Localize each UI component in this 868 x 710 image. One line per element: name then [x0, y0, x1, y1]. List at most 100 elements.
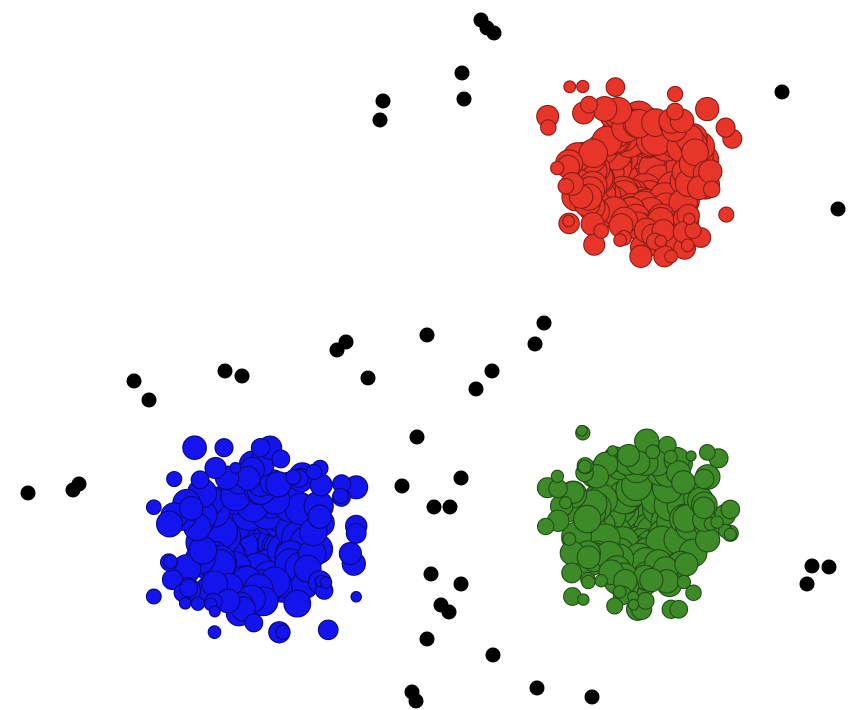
cluster-point: [536, 517, 555, 536]
cluster-point: [663, 449, 678, 464]
cluster-point: [654, 234, 668, 248]
cluster-point: [580, 95, 598, 114]
cluster-point: [250, 437, 271, 458]
outlier-point: [419, 631, 435, 647]
cluster-point: [550, 469, 565, 483]
cluster-point: [166, 470, 183, 488]
outlier-point: [536, 315, 552, 331]
cluster-point: [723, 527, 737, 541]
cluster-point: [576, 424, 588, 437]
outlier-point: [527, 336, 543, 352]
cluster-point: [350, 591, 362, 603]
cluster-point: [669, 599, 689, 619]
cluster-point: [593, 223, 610, 239]
cluster-2: [145, 435, 369, 644]
cluster-point: [576, 545, 601, 570]
cluster-point: [692, 496, 716, 520]
outlier-point: [529, 680, 545, 696]
outlier-point: [20, 485, 36, 501]
outlier-point: [456, 91, 472, 107]
cluster-point: [182, 435, 207, 461]
cluster-point: [155, 510, 184, 538]
cluster-point: [558, 496, 573, 510]
outlier-point: [584, 689, 600, 705]
cluster-point: [682, 212, 696, 226]
outlier-point: [426, 499, 442, 515]
cluster-point: [594, 574, 608, 588]
cluster-point: [562, 214, 575, 228]
outlier-point: [821, 559, 837, 575]
cluster-point: [190, 596, 206, 611]
outlier-point: [408, 693, 424, 709]
cluster-point: [563, 80, 577, 94]
outlier-point: [804, 558, 820, 574]
cluster-point: [629, 244, 653, 268]
cluster-point: [561, 562, 583, 584]
cluster-point: [605, 77, 626, 97]
cluster-0: [536, 77, 743, 268]
cluster-point: [305, 463, 323, 481]
cluster-point: [285, 469, 302, 486]
outlier-point: [394, 478, 410, 494]
cluster-point: [145, 499, 162, 516]
cluster-point: [581, 574, 596, 590]
cluster-point: [244, 613, 264, 633]
cluster-point: [190, 470, 210, 490]
outlier-point: [360, 370, 376, 386]
cluster-point: [606, 597, 624, 615]
cluster-point: [338, 541, 363, 566]
outlier-point: [423, 566, 439, 582]
outlier-point: [468, 381, 484, 397]
cluster-point: [332, 487, 349, 505]
cluster-point: [345, 522, 367, 544]
outlier-point: [419, 327, 435, 343]
outlier-point: [442, 499, 458, 515]
outlier-point: [71, 476, 87, 492]
cluster-point: [179, 578, 199, 598]
cluster-point: [163, 554, 178, 570]
cluster-point: [666, 102, 684, 121]
outlier-point: [375, 93, 391, 109]
cluster-point: [636, 591, 655, 610]
cluster-point: [606, 445, 619, 457]
cluster-point: [578, 138, 609, 169]
outlier-point: [234, 368, 250, 384]
cluster-point: [676, 574, 692, 590]
cluster-point: [576, 79, 590, 94]
cluster-point: [577, 593, 590, 606]
cluster-point: [613, 233, 627, 247]
cluster-point: [710, 515, 724, 529]
cluster-point: [698, 159, 723, 184]
cluster-point: [698, 444, 716, 461]
cluster-point: [666, 85, 684, 103]
cluster-point: [540, 119, 557, 136]
cluster-point: [715, 117, 736, 138]
cluster-point: [674, 552, 699, 577]
cluster-point: [550, 160, 565, 176]
outlier-point: [485, 647, 501, 663]
cluster-point: [685, 584, 702, 602]
cluster-point: [317, 619, 339, 641]
cluster-point: [178, 596, 192, 610]
cluster-layer: [145, 77, 743, 644]
cluster-point: [693, 468, 715, 490]
outlier-point: [799, 576, 815, 592]
cluster-point: [307, 504, 333, 530]
cluster-point: [214, 438, 234, 458]
outlier-point: [217, 363, 233, 379]
cluster-1: [536, 424, 741, 621]
outlier-point: [409, 429, 425, 445]
outlier-point: [453, 576, 469, 592]
outlier-point: [484, 363, 500, 379]
cluster-point: [639, 567, 664, 593]
outlier-point: [830, 201, 846, 217]
outlier-point: [329, 342, 345, 358]
cluster-point: [680, 238, 695, 253]
cluster-point: [577, 459, 592, 474]
cluster-point: [616, 443, 641, 467]
cluster-point: [612, 584, 627, 599]
cluster-point: [178, 496, 204, 521]
outlier-point: [441, 604, 457, 620]
cluster-point: [319, 576, 333, 589]
